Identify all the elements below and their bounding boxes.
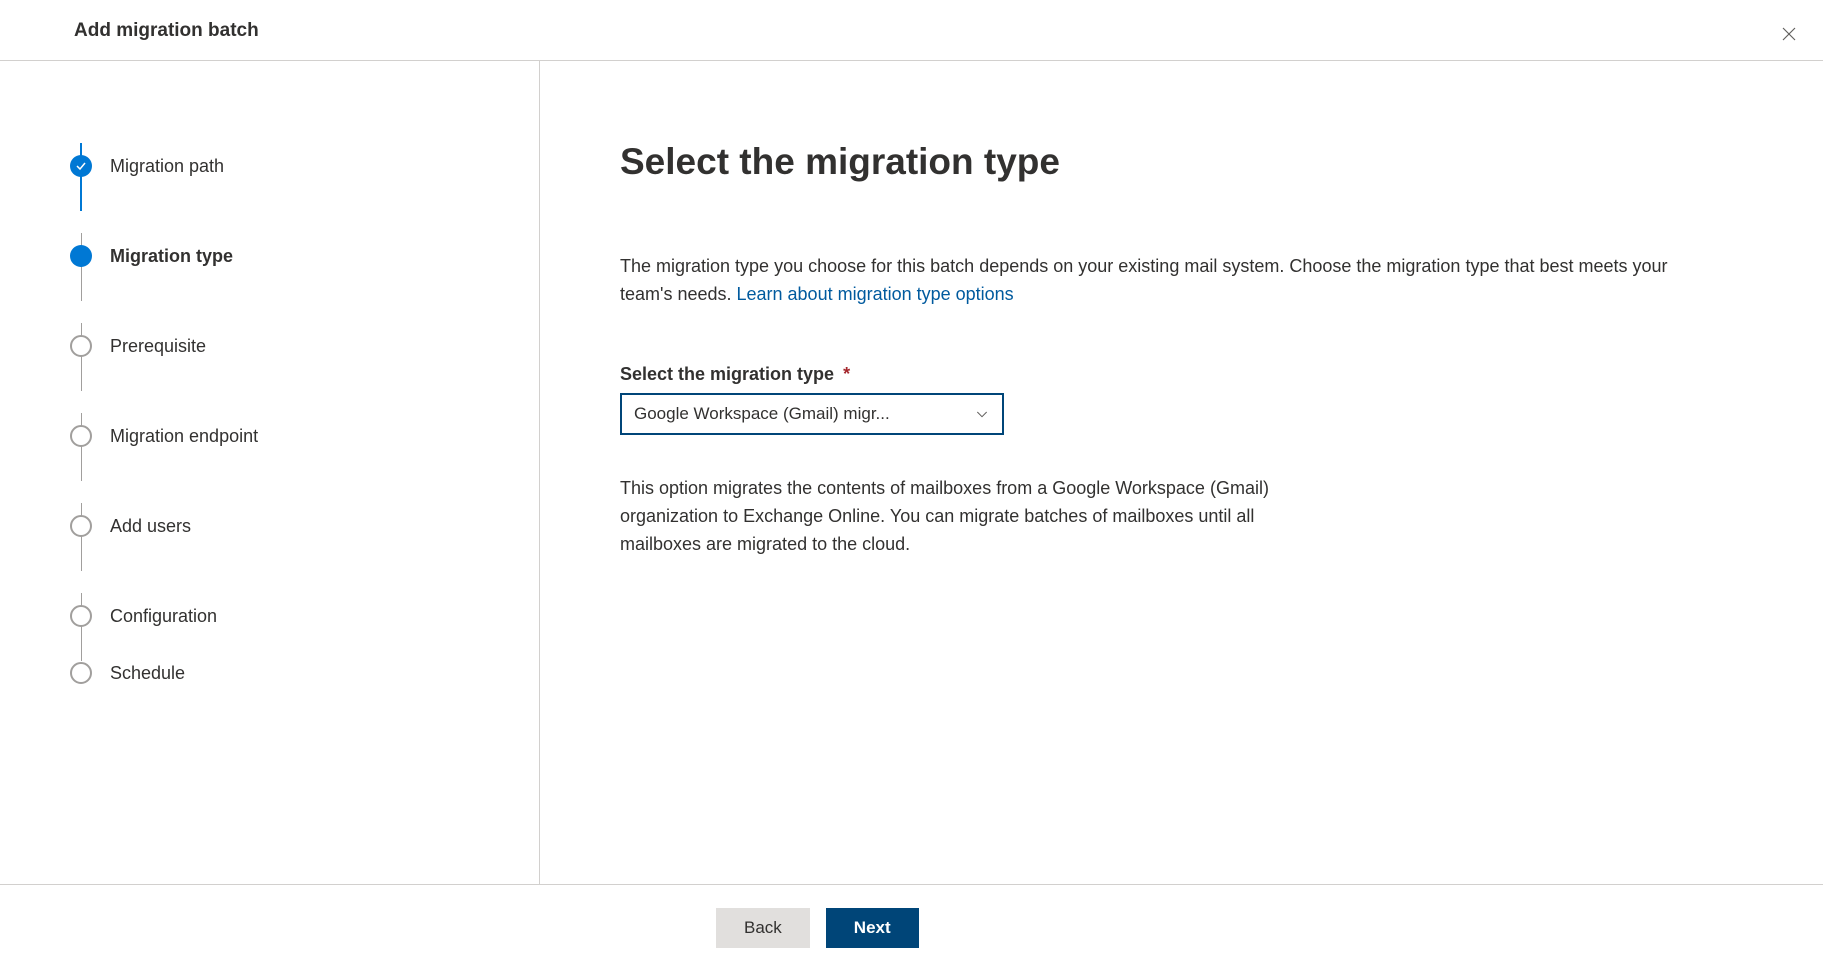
wizard-body: Migration path Migration type Prerequisi… [0, 61, 1823, 885]
field-label-text: Select the migration type [620, 364, 834, 384]
checkmark-icon [75, 160, 87, 172]
step-indicator-pending [70, 425, 92, 447]
next-button[interactable]: Next [826, 908, 919, 948]
step-indicator-pending [70, 605, 92, 627]
content-column: Select the migration type The migration … [540, 61, 1740, 884]
close-button[interactable] [1773, 18, 1805, 50]
required-indicator: * [843, 364, 850, 384]
step-connector [81, 413, 83, 481]
step-migration-type[interactable]: Migration type [70, 211, 539, 301]
wizard-header: Add migration batch [0, 0, 1823, 61]
step-configuration[interactable]: Configuration [70, 571, 539, 661]
step-add-users[interactable]: Add users [70, 481, 539, 571]
back-button[interactable]: Back [716, 908, 810, 948]
step-label: Schedule [110, 663, 185, 684]
step-indicator-pending [70, 662, 92, 684]
step-indicator-current [70, 245, 92, 267]
learn-more-link[interactable]: Learn about migration type options [737, 284, 1014, 304]
migration-type-label: Select the migration type * [620, 364, 1740, 385]
step-label: Prerequisite [110, 336, 206, 357]
wizard-stepper: Migration path Migration type Prerequisi… [70, 121, 539, 685]
step-schedule[interactable]: Schedule [70, 661, 539, 685]
step-connector [81, 503, 83, 571]
step-migration-path[interactable]: Migration path [70, 121, 539, 211]
step-indicator-pending [70, 515, 92, 537]
close-icon [1780, 25, 1798, 43]
step-connector [80, 143, 82, 211]
page-title: Select the migration type [620, 141, 1740, 183]
step-connector [81, 593, 83, 661]
step-prerequisite[interactable]: Prerequisite [70, 301, 539, 391]
step-connector [81, 233, 83, 301]
page-description: The migration type you choose for this b… [620, 253, 1670, 309]
step-label: Migration type [110, 246, 233, 267]
step-label: Configuration [110, 606, 217, 627]
step-label: Migration path [110, 156, 224, 177]
chevron-down-icon [974, 406, 990, 422]
stepper-column: Migration path Migration type Prerequisi… [0, 61, 540, 884]
migration-type-help-text: This option migrates the contents of mai… [620, 475, 1340, 559]
step-indicator-pending [70, 335, 92, 357]
step-label: Add users [110, 516, 191, 537]
wizard-footer: Back Next [0, 892, 1823, 964]
step-migration-endpoint[interactable]: Migration endpoint [70, 391, 539, 481]
step-indicator-completed [70, 155, 92, 177]
step-connector [81, 323, 83, 391]
wizard-title: Add migration batch [74, 20, 1823, 42]
step-label: Migration endpoint [110, 426, 258, 447]
dropdown-selected-value: Google Workspace (Gmail) migr... [634, 404, 890, 424]
migration-type-dropdown[interactable]: Google Workspace (Gmail) migr... [620, 393, 1004, 435]
